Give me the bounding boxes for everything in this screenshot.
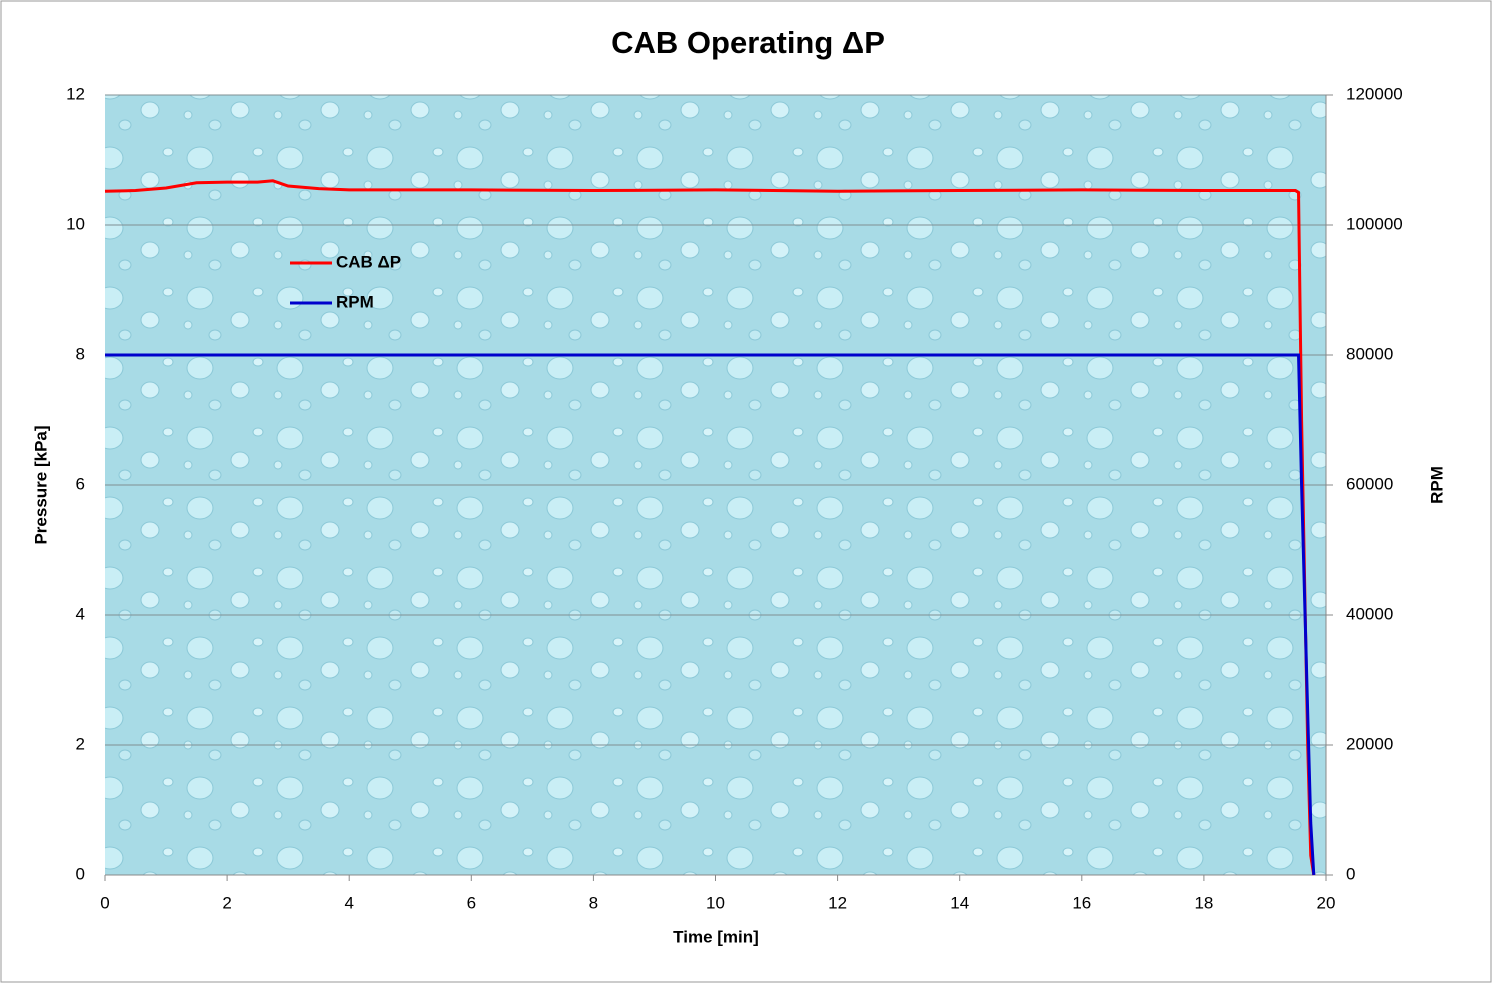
x-tick-label: 0	[100, 893, 109, 912]
y-tick-label: 8	[76, 344, 85, 363]
x-tick-label: 20	[1317, 893, 1336, 912]
legend-label: RPM	[336, 292, 374, 311]
y2-tick-label: 120000	[1346, 84, 1403, 103]
y2-tick-label: 100000	[1346, 214, 1403, 233]
series-line	[105, 353, 1316, 876]
y2-tick-label: 60000	[1346, 474, 1393, 493]
series-line	[104, 179, 1316, 876]
legend-label: CAB ΔP	[336, 252, 401, 271]
y2-tick-label: 0	[1346, 864, 1355, 883]
y-tick-label: 10	[66, 214, 85, 233]
y2-tick-label: 80000	[1346, 344, 1393, 363]
x-tick-label: 18	[1194, 893, 1213, 912]
x-tick-label: 6	[467, 893, 476, 912]
y2-tick-label: 20000	[1346, 734, 1393, 753]
x-tick-label: 16	[1072, 893, 1091, 912]
y-tick-label: 4	[76, 604, 85, 623]
y-tick-label: 6	[76, 474, 85, 493]
y-tick-label: 12	[66, 84, 85, 103]
x-tick-label: 14	[950, 893, 969, 912]
x-tick-label: 2	[222, 893, 231, 912]
y-tick-label: 0	[76, 864, 85, 883]
x-axis-label: Time [min]	[673, 927, 759, 946]
x-tick-label: 10	[706, 893, 725, 912]
y2-tick-label: 40000	[1346, 604, 1393, 623]
x-tick-label: 12	[828, 893, 847, 912]
x-tick-label: 8	[589, 893, 598, 912]
y2-axis-label: RPM	[1427, 466, 1446, 504]
y-tick-label: 2	[76, 734, 85, 753]
x-tick-label: 4	[344, 893, 353, 912]
y-axis-label: Pressure [kPa]	[31, 425, 50, 544]
chart-title: CAB Operating ΔP	[611, 25, 885, 60]
